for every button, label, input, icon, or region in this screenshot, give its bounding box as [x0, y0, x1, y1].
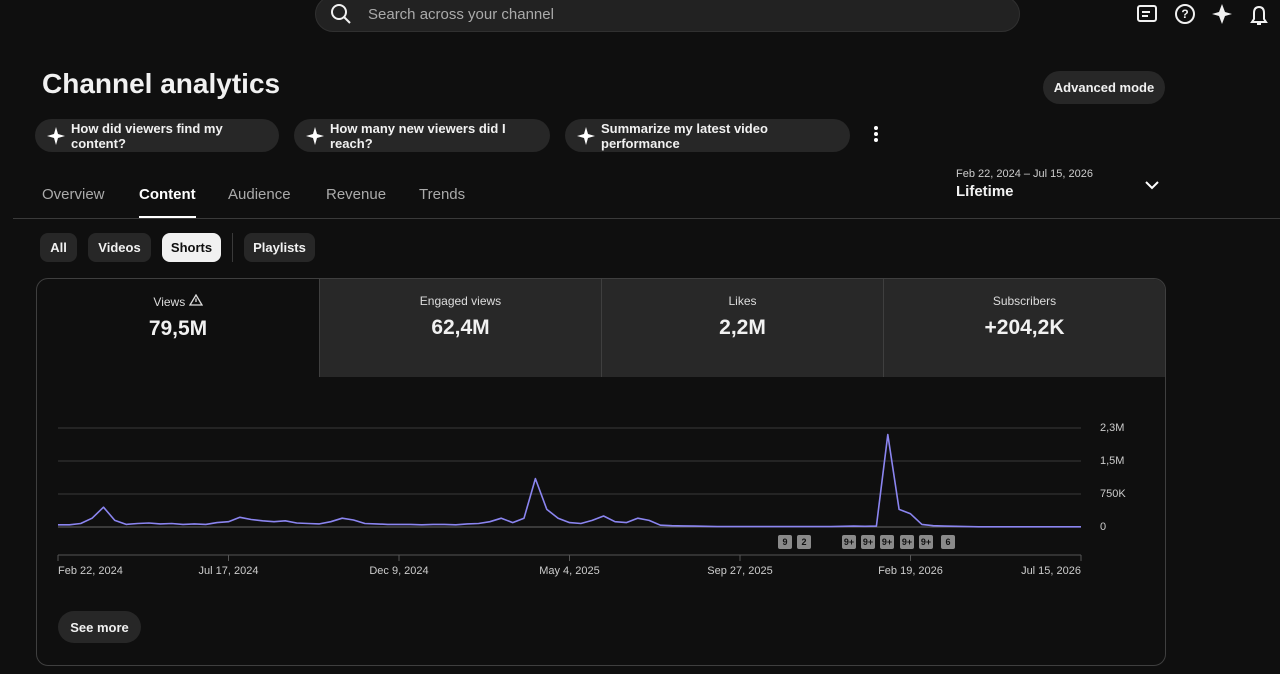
x-tick-label: Jul 15, 2026 [1021, 565, 1081, 577]
filter-chip[interactable]: Playlists [244, 233, 315, 262]
sparkle-icon [47, 127, 65, 145]
video-marker[interactable]: 9+ [880, 535, 894, 549]
tab[interactable]: Revenue [326, 186, 387, 203]
chart: 0 750K 1,5M 2,3M Feb 22, 2024 Jul 17, 2024 Dec… [57, 422, 1126, 577]
suggestion-text: How many new viewers did I reach? [330, 120, 506, 151]
warning-icon [188, 293, 203, 306]
metric-tab[interactable]: Engaged views 62,4M [319, 279, 601, 377]
top-icons: ? [1137, 4, 1268, 25]
x-tick-label: Feb 22, 2024 [58, 565, 123, 577]
video-marker[interactable]: 9+ [900, 535, 914, 549]
metric-value: +204,2K [984, 316, 1065, 339]
metric-tab-selected[interactable]: Views 79,5M [37, 279, 319, 377]
suggestion-chip[interactable]: Summarize my latest video performance [565, 119, 850, 152]
tab[interactable]: Overview [42, 186, 105, 203]
tab[interactable]: Audience [228, 186, 291, 203]
metric-value: 79,5M [148, 317, 208, 340]
metric-tab[interactable]: Likes 2,2M [601, 279, 883, 377]
video-marker[interactable]: 9+ [919, 535, 933, 549]
sparkle-icon [306, 127, 324, 145]
svg-text:?: ? [1181, 7, 1188, 21]
y-tick-label: 750K [1100, 488, 1126, 500]
help-icon[interactable]: ? [1175, 4, 1195, 24]
see-more-button[interactable]: See more [58, 611, 141, 643]
x-tick-label: Sep 27, 2025 [707, 565, 772, 577]
sparkle-icon[interactable] [1212, 4, 1232, 24]
tab-selected[interactable]: Content [139, 186, 196, 218]
metric-label-text: Views [153, 295, 186, 309]
metric-value: 2,2M [719, 316, 766, 339]
date-range-label[interactable]: Lifetime [956, 183, 1014, 200]
metric-value: 62,4M [431, 316, 490, 339]
feedback-icon[interactable] [1137, 5, 1157, 22]
page-title: Channel analytics [42, 68, 281, 99]
filter-chip-selected[interactable]: Shorts [162, 233, 221, 262]
suggestion-chip[interactable]: How did viewers find my content? [35, 119, 279, 152]
metric-tab[interactable]: Subscribers +204,2K [883, 279, 1165, 377]
filter-chip[interactable]: Videos [88, 233, 151, 262]
video-marker[interactable]: 9+ [861, 535, 875, 549]
tab[interactable]: Trends [419, 186, 466, 203]
filter-chip[interactable]: All [40, 233, 77, 262]
y-tick-label: 1,5M [1100, 455, 1124, 467]
metric-label: Likes [728, 294, 757, 308]
y-tick-label: 2,3M [1100, 422, 1124, 434]
date-range[interactable]: Feb 22, 2024 – Jul 15, 2026 [956, 168, 1093, 180]
metric-label: Views [37, 293, 319, 309]
video-marker[interactable]: 9 [778, 535, 792, 549]
search-placeholder: Search across your channel [368, 6, 554, 23]
more-icon[interactable] [870, 124, 882, 144]
chart-card [36, 278, 1166, 666]
metric-label: Engaged views [419, 294, 502, 308]
suggestion-text: Summarize my latest video performance [601, 120, 768, 151]
video-marker[interactable]: 2 [797, 535, 811, 549]
video-marker[interactable]: 6 [941, 535, 955, 549]
y-tick-label: 0 [1100, 521, 1106, 533]
x-tick-label: Jul 17, 2024 [199, 565, 259, 577]
search-icon [331, 4, 351, 24]
video-marker[interactable]: 9+ [842, 535, 856, 549]
line [58, 433, 1081, 528]
sparkle-icon [577, 127, 595, 145]
filter-divider [232, 233, 233, 262]
search-bar[interactable]: Search across your channel [315, 0, 1020, 32]
x-tick-label: May 4, 2025 [539, 565, 600, 577]
suggestion-chip[interactable]: How many new viewers did I reach? [294, 119, 550, 152]
suggestion-text: How did viewers find my content? [71, 120, 223, 151]
metric-label: Subscribers [992, 294, 1057, 308]
dropdown-icon[interactable] [1144, 179, 1160, 191]
bell-icon[interactable] [1250, 5, 1268, 25]
divider [13, 218, 1280, 219]
x-tick-label: Feb 19, 2026 [878, 565, 943, 577]
advanced-mode-button[interactable]: Advanced mode [1043, 71, 1165, 104]
x-tick-label: Dec 9, 2024 [369, 565, 428, 577]
